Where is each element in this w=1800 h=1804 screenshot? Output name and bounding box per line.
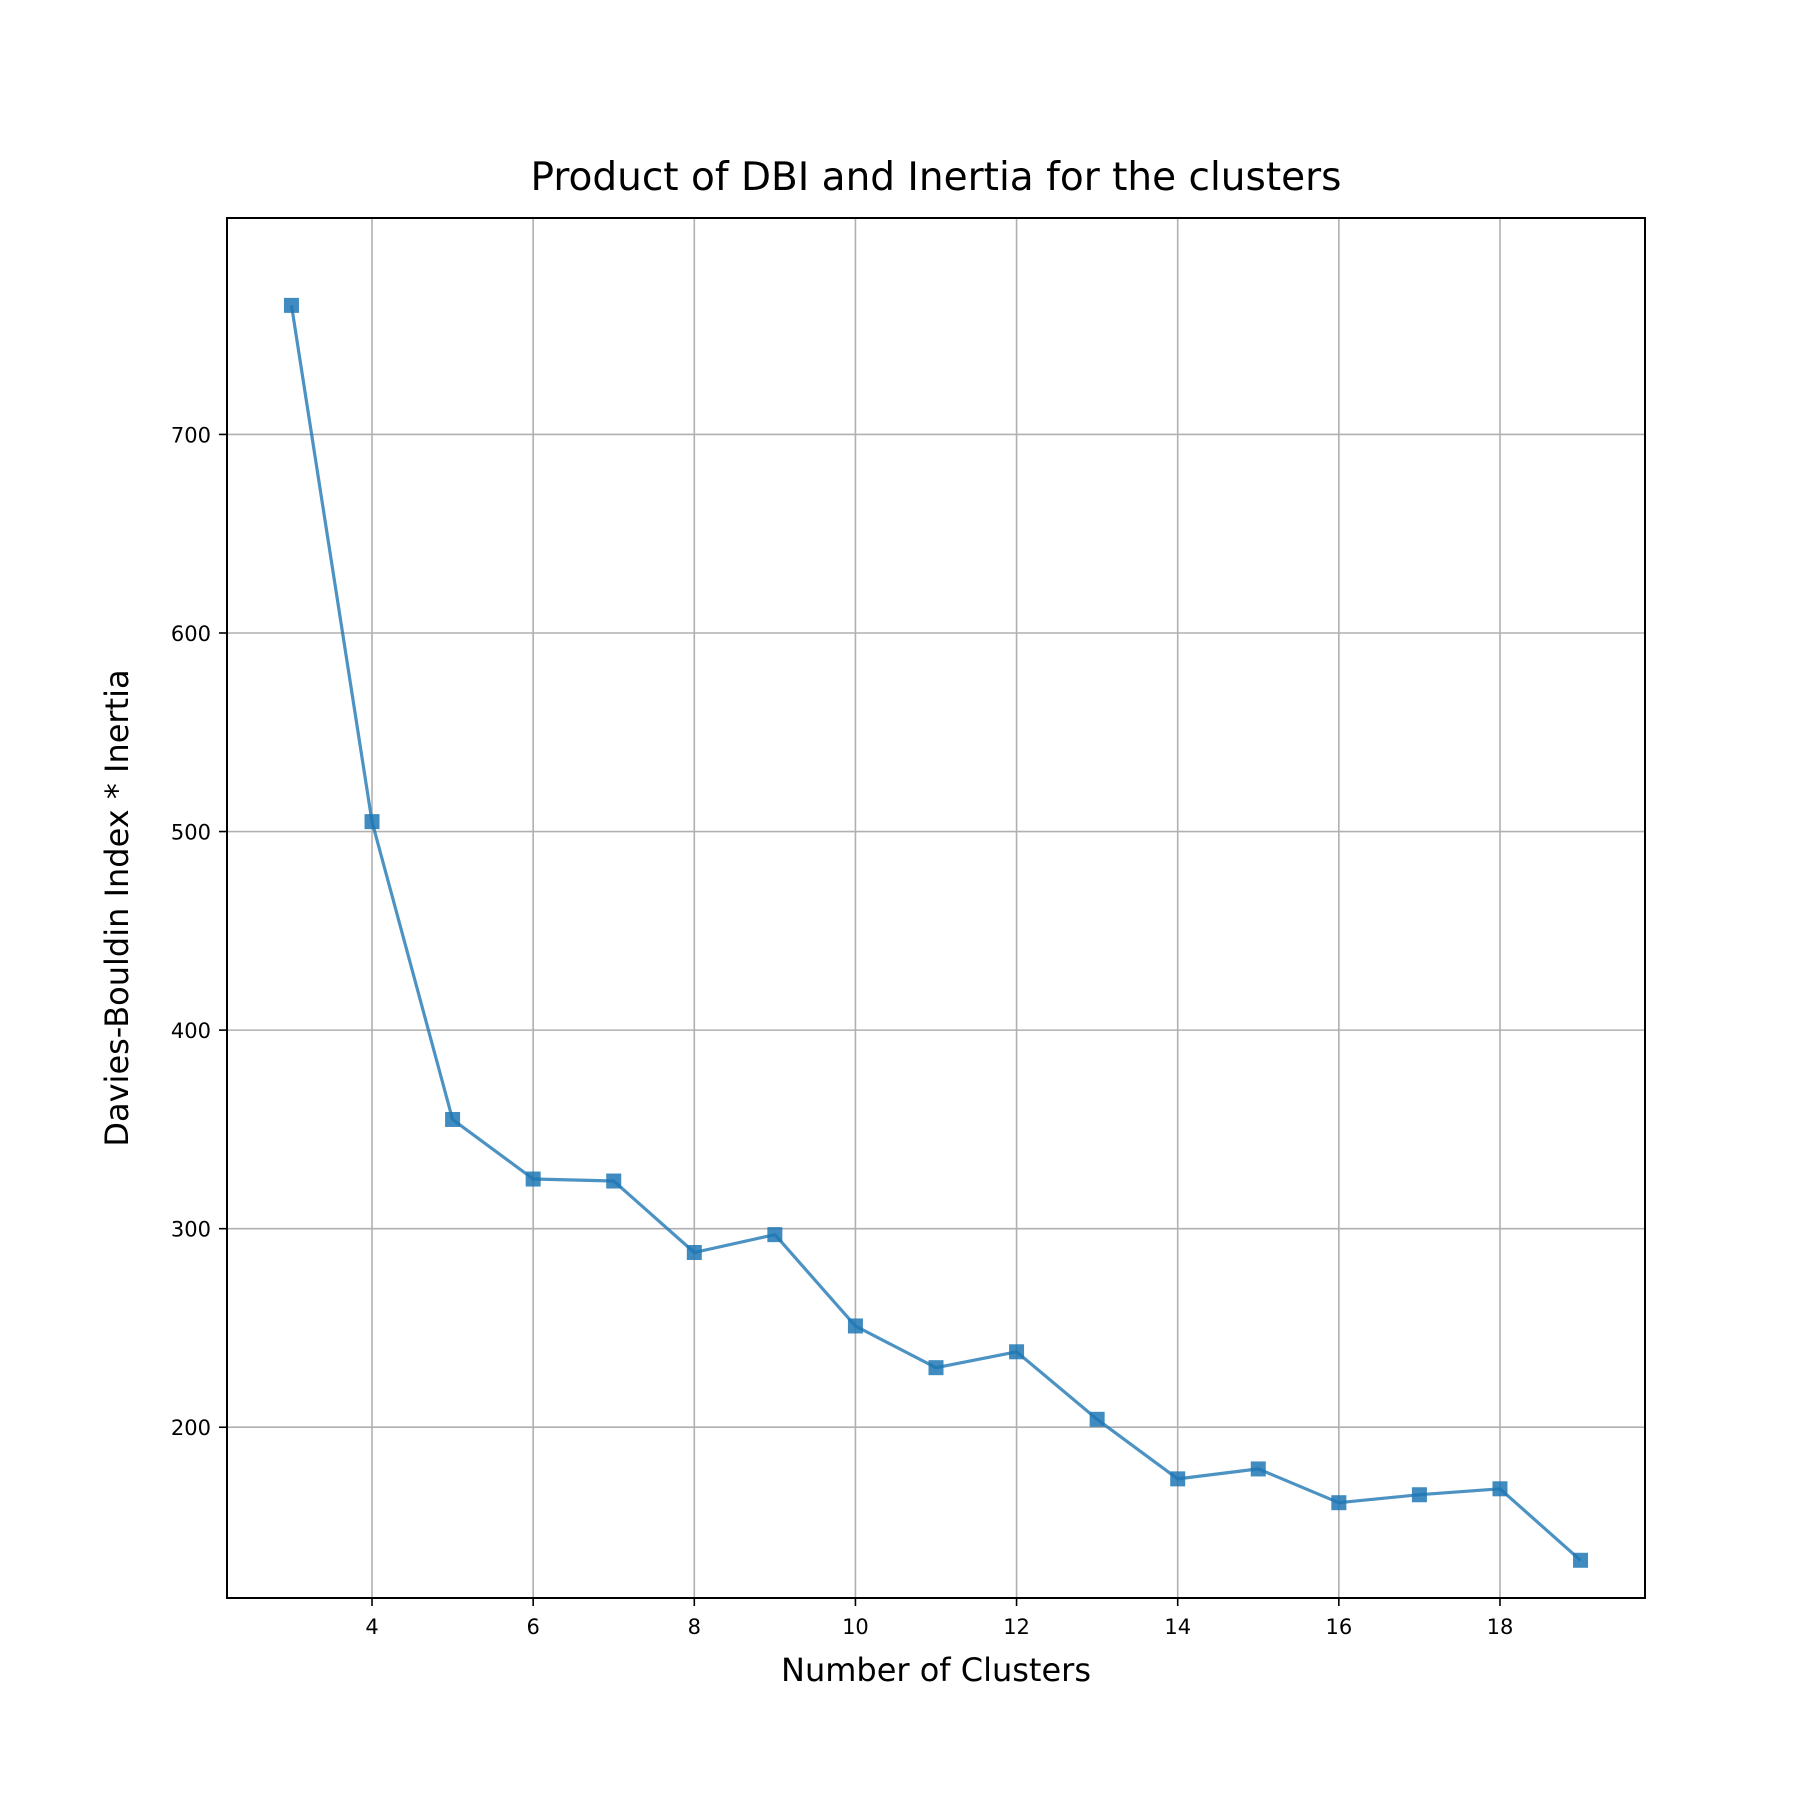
series-layer [283, 297, 1589, 1568]
axis-ticks: 4 6 8 10 12 14 16 18 200 300 400 500 600 700 [171, 423, 1513, 1639]
x-tick-label: 14 [1164, 1615, 1191, 1639]
data-point [1250, 1461, 1266, 1477]
x-tick-label: 12 [1003, 1615, 1030, 1639]
x-tick-label: 6 [526, 1615, 539, 1639]
data-point [928, 1360, 944, 1376]
grid-lines [227, 218, 1645, 1598]
data-point [1573, 1552, 1589, 1568]
data-point [1492, 1481, 1508, 1497]
data-point [1089, 1411, 1105, 1427]
data-point [606, 1173, 622, 1189]
x-tick-label: 4 [365, 1615, 378, 1639]
x-axis-title: Number of Clusters [781, 1651, 1091, 1689]
y-tick-label: 700 [171, 423, 211, 447]
y-tick-label: 300 [171, 1218, 211, 1242]
data-point [686, 1245, 702, 1261]
data-point [445, 1111, 461, 1127]
y-tick-label: 500 [171, 821, 211, 845]
data-point [364, 814, 380, 830]
x-tick-label: 18 [1487, 1615, 1514, 1639]
x-tick-label: 16 [1325, 1615, 1352, 1639]
data-point [1411, 1487, 1427, 1503]
x-tick-label: 8 [688, 1615, 701, 1639]
data-point [1009, 1344, 1025, 1360]
data-point [1331, 1495, 1347, 1511]
data-point [283, 297, 299, 313]
data-point [1170, 1471, 1186, 1487]
plot-frame [226, 217, 1646, 1599]
y-axis-title: Davies-Bouldin Index * Inertia [98, 669, 136, 1146]
y-tick-label: 200 [171, 1416, 211, 1440]
data-point [847, 1318, 863, 1334]
data-point [525, 1171, 541, 1187]
chart-title: Product of DBI and Inertia for the clust… [531, 155, 1342, 200]
y-tick-label: 600 [171, 622, 211, 646]
data-point [767, 1227, 783, 1243]
y-tick-label: 400 [171, 1019, 211, 1043]
x-tick-label: 10 [842, 1615, 869, 1639]
